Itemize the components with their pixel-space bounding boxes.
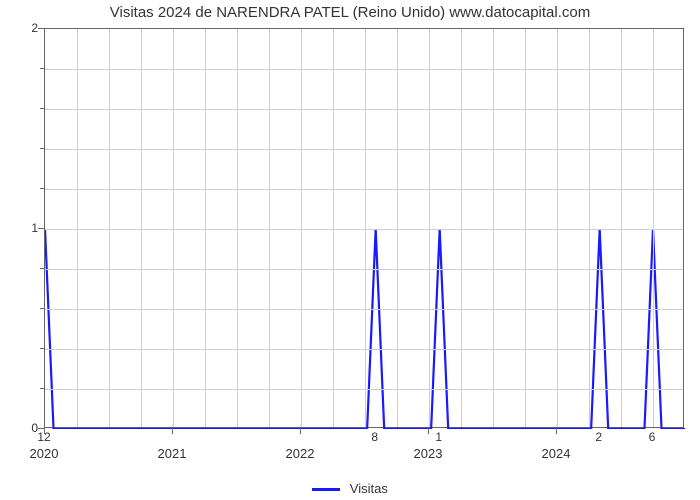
grid-line-h-minor: [45, 309, 683, 310]
y-tick-mark-minor: [40, 108, 44, 109]
x-value-label: 6: [649, 430, 656, 444]
y-tick-label: 2: [22, 21, 38, 35]
grid-line-v: [429, 29, 430, 427]
grid-line-h-minor: [45, 69, 683, 70]
x-tick-mark: [428, 428, 429, 434]
grid-line-v: [589, 29, 590, 427]
x-year-label: 2023: [414, 446, 443, 461]
x-tick-mark: [556, 428, 557, 434]
grid-line-v: [77, 29, 78, 427]
grid-line-v: [525, 29, 526, 427]
grid-line-v: [621, 29, 622, 427]
legend-swatch: [312, 488, 340, 491]
grid-line-v: [493, 29, 494, 427]
x-tick-mark: [300, 428, 301, 434]
grid-line-v: [461, 29, 462, 427]
grid-line-v: [269, 29, 270, 427]
grid-line-v: [333, 29, 334, 427]
grid-line-v: [141, 29, 142, 427]
x-value-label: 8: [371, 430, 378, 444]
grid-line-v: [237, 29, 238, 427]
x-value-label: 2: [595, 430, 602, 444]
y-tick-mark-minor: [40, 148, 44, 149]
grid-line-h-minor: [45, 149, 683, 150]
legend: Visitas: [0, 481, 700, 496]
y-tick-label: 1: [22, 221, 38, 235]
y-tick-mark-minor: [40, 268, 44, 269]
grid-line-h-minor: [45, 189, 683, 190]
y-tick-mark-minor: [40, 348, 44, 349]
x-value-label: 1: [435, 430, 442, 444]
grid-line-h-minor: [45, 349, 683, 350]
y-tick-mark-minor: [40, 308, 44, 309]
grid-line-h-minor: [45, 389, 683, 390]
y-tick-mark-minor: [40, 188, 44, 189]
x-tick-mark: [44, 428, 45, 434]
grid-line-v: [397, 29, 398, 427]
grid-line-v: [653, 29, 654, 427]
grid-line-v: [557, 29, 558, 427]
grid-line-h: [45, 229, 683, 230]
plot-area: [44, 28, 684, 428]
x-year-label: 2024: [542, 446, 571, 461]
x-tick-mark: [172, 428, 173, 434]
y-tick-mark: [38, 28, 44, 29]
y-tick-label: 0: [22, 421, 38, 435]
grid-line-v: [365, 29, 366, 427]
grid-line-v: [205, 29, 206, 427]
grid-line-v: [301, 29, 302, 427]
x-year-label: 2021: [158, 446, 187, 461]
y-tick-mark-minor: [40, 68, 44, 69]
x-year-label: 2022: [286, 446, 315, 461]
visits-chart: Visitas 2024 de NARENDRA PATEL (Reino Un…: [0, 0, 700, 500]
grid-line-v: [109, 29, 110, 427]
grid-line-v: [173, 29, 174, 427]
x-year-label: 2020: [30, 446, 59, 461]
y-tick-mark: [38, 228, 44, 229]
chart-title: Visitas 2024 de NARENDRA PATEL (Reino Un…: [0, 4, 700, 21]
y-tick-mark-minor: [40, 388, 44, 389]
legend-label: Visitas: [350, 481, 388, 496]
grid-line-h-minor: [45, 109, 683, 110]
grid-line-h-minor: [45, 269, 683, 270]
